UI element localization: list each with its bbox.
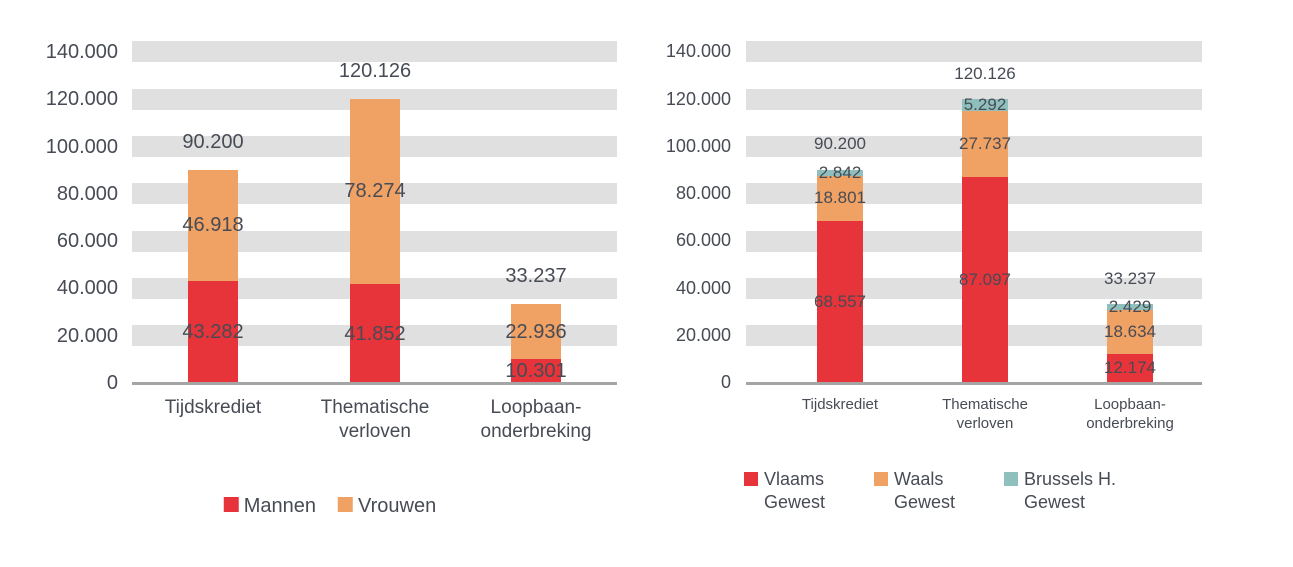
y-axis-tick-label: 140.000 (665, 41, 731, 62)
y-axis-tick-label: 40.000 (56, 277, 118, 300)
total-value-label: 120.126 (338, 59, 412, 82)
legend: Mannen Vrouwen (223, 493, 436, 519)
gridline-band (132, 41, 617, 63)
legend-item: Mannen (223, 493, 317, 519)
category-label: Thematische verloven (320, 397, 430, 442)
category-label: Loopbaan- onderbreking (480, 397, 592, 442)
total-value-label: 90.200 (814, 134, 866, 154)
segment-value-label: 18.801 (814, 188, 866, 208)
y-axis-tick-label: 60.000 (675, 230, 731, 251)
segment-value-label: 5.292 (963, 94, 1007, 114)
legend-label: Vrouwen (358, 495, 437, 517)
legend-swatch (223, 497, 239, 512)
legend-swatch (338, 497, 354, 512)
segment-value-label: 87.097 (959, 269, 1011, 289)
segment-value-label: 2.842 (818, 162, 862, 182)
bar-segment-vlaams-gewest (962, 177, 1008, 383)
y-axis-tick-label: 120.000 (665, 88, 731, 109)
segment-value-label: 78.274 (344, 180, 406, 203)
bar-segment-vrouwen (511, 304, 561, 359)
total-value-label: 90.200 (182, 130, 244, 153)
legend-item: Brussels H. Gewest (1004, 468, 1136, 515)
bar-segment-brussels-h-gewest (817, 169, 863, 177)
x-axis-line (132, 382, 617, 385)
segment-value-label: 18.634 (1104, 321, 1156, 341)
y-axis-tick-label: 80.000 (675, 183, 731, 204)
segment-value-label: 43.282 (182, 320, 244, 343)
y-axis-tick-label: 20.000 (56, 324, 118, 347)
bar-segment-vlaams-gewest (817, 220, 863, 383)
bar-segment-mannen (511, 358, 561, 383)
legend-item: Waals Gewest (874, 468, 970, 515)
y-axis-tick-label: 140.000 (45, 40, 118, 63)
category-label: Loopbaan- onderbreking (1086, 396, 1174, 432)
y-axis-tick-label: 120.000 (45, 88, 118, 111)
legend-item: Vrouwen (338, 493, 436, 519)
bar-segment-waals-gewest (962, 111, 1008, 177)
bar-segment-waals-gewest (817, 176, 863, 221)
legend-label: Waals Gewest (894, 469, 956, 513)
bar-segment-vrouwen (188, 169, 238, 281)
total-value-label: 120.126 (954, 63, 1016, 83)
bar-segment-brussels-h-gewest (1107, 304, 1153, 311)
y-axis-tick-label: 0 (720, 372, 731, 393)
category-label: Tijdskrediet (801, 396, 879, 413)
y-axis-tick-label: 20.000 (675, 325, 731, 345)
legend-label: Mannen (243, 495, 317, 517)
legend-swatch (874, 472, 888, 486)
total-value-label: 33.237 (505, 265, 567, 288)
bar-segment-mannen (188, 280, 238, 383)
y-axis-tick-label: 80.000 (56, 182, 118, 205)
bar-segment-waals-gewest (1107, 310, 1153, 355)
legend: Vlaams Gewest Waals Gewest Brussels H. Gew… (744, 468, 1136, 515)
segment-value-label: 2.429 (1108, 297, 1152, 317)
gridline-band (746, 41, 1202, 63)
segment-value-label: 12.174 (1104, 358, 1156, 378)
legend-label: Vlaams Gewest (764, 469, 826, 513)
y-axis-tick-label: 100.000 (665, 135, 731, 156)
segment-value-label: 10.301 (505, 359, 567, 382)
segment-value-label: 46.918 (182, 214, 244, 237)
y-axis-tick-label: 0 (106, 372, 118, 394)
y-axis-tick-label: 60.000 (56, 230, 118, 253)
bar-segment-brussels-h-gewest (962, 98, 1008, 112)
bar-segment-vlaams-gewest (1107, 354, 1153, 383)
segment-value-label: 22.936 (505, 320, 567, 343)
segment-value-label: 27.737 (959, 134, 1011, 154)
y-axis-tick-label: 100.000 (45, 135, 118, 158)
legend-swatch (744, 472, 758, 486)
legend-swatch (1004, 472, 1018, 486)
bar-segment-vrouwen (350, 98, 400, 284)
y-axis-tick-label: 40.000 (675, 277, 731, 298)
category-label: Tijdskrediet (164, 397, 262, 418)
total-value-label: 33.237 (1104, 268, 1156, 288)
x-axis-line (746, 382, 1202, 385)
category-label: Thematische verloven (942, 396, 1028, 432)
segment-value-label: 41.852 (344, 322, 406, 345)
bar-segment-mannen (350, 284, 400, 383)
segment-value-label: 68.557 (814, 291, 866, 311)
legend-label: Brussels H. Gewest (1024, 469, 1117, 513)
legend-item: Vlaams Gewest (744, 468, 840, 515)
